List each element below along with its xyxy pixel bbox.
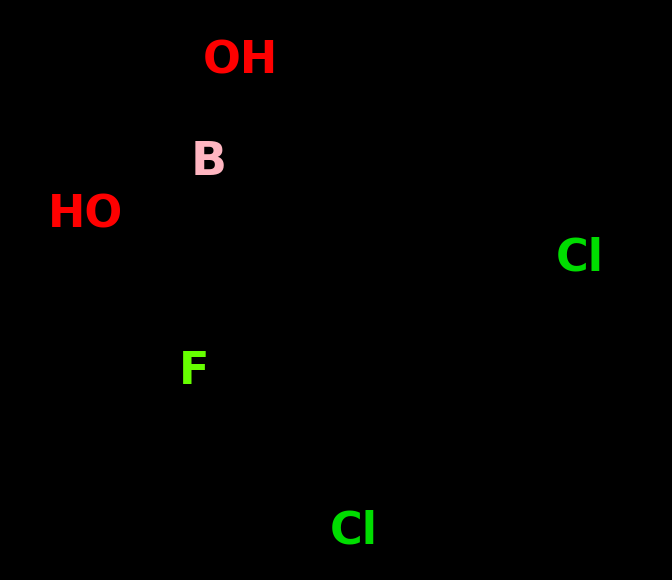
Text: Cl: Cl — [556, 237, 603, 280]
Text: F: F — [179, 350, 209, 393]
Text: HO: HO — [48, 193, 123, 236]
Text: B: B — [190, 140, 226, 185]
Text: Cl: Cl — [329, 509, 378, 552]
Text: OH: OH — [203, 39, 278, 82]
